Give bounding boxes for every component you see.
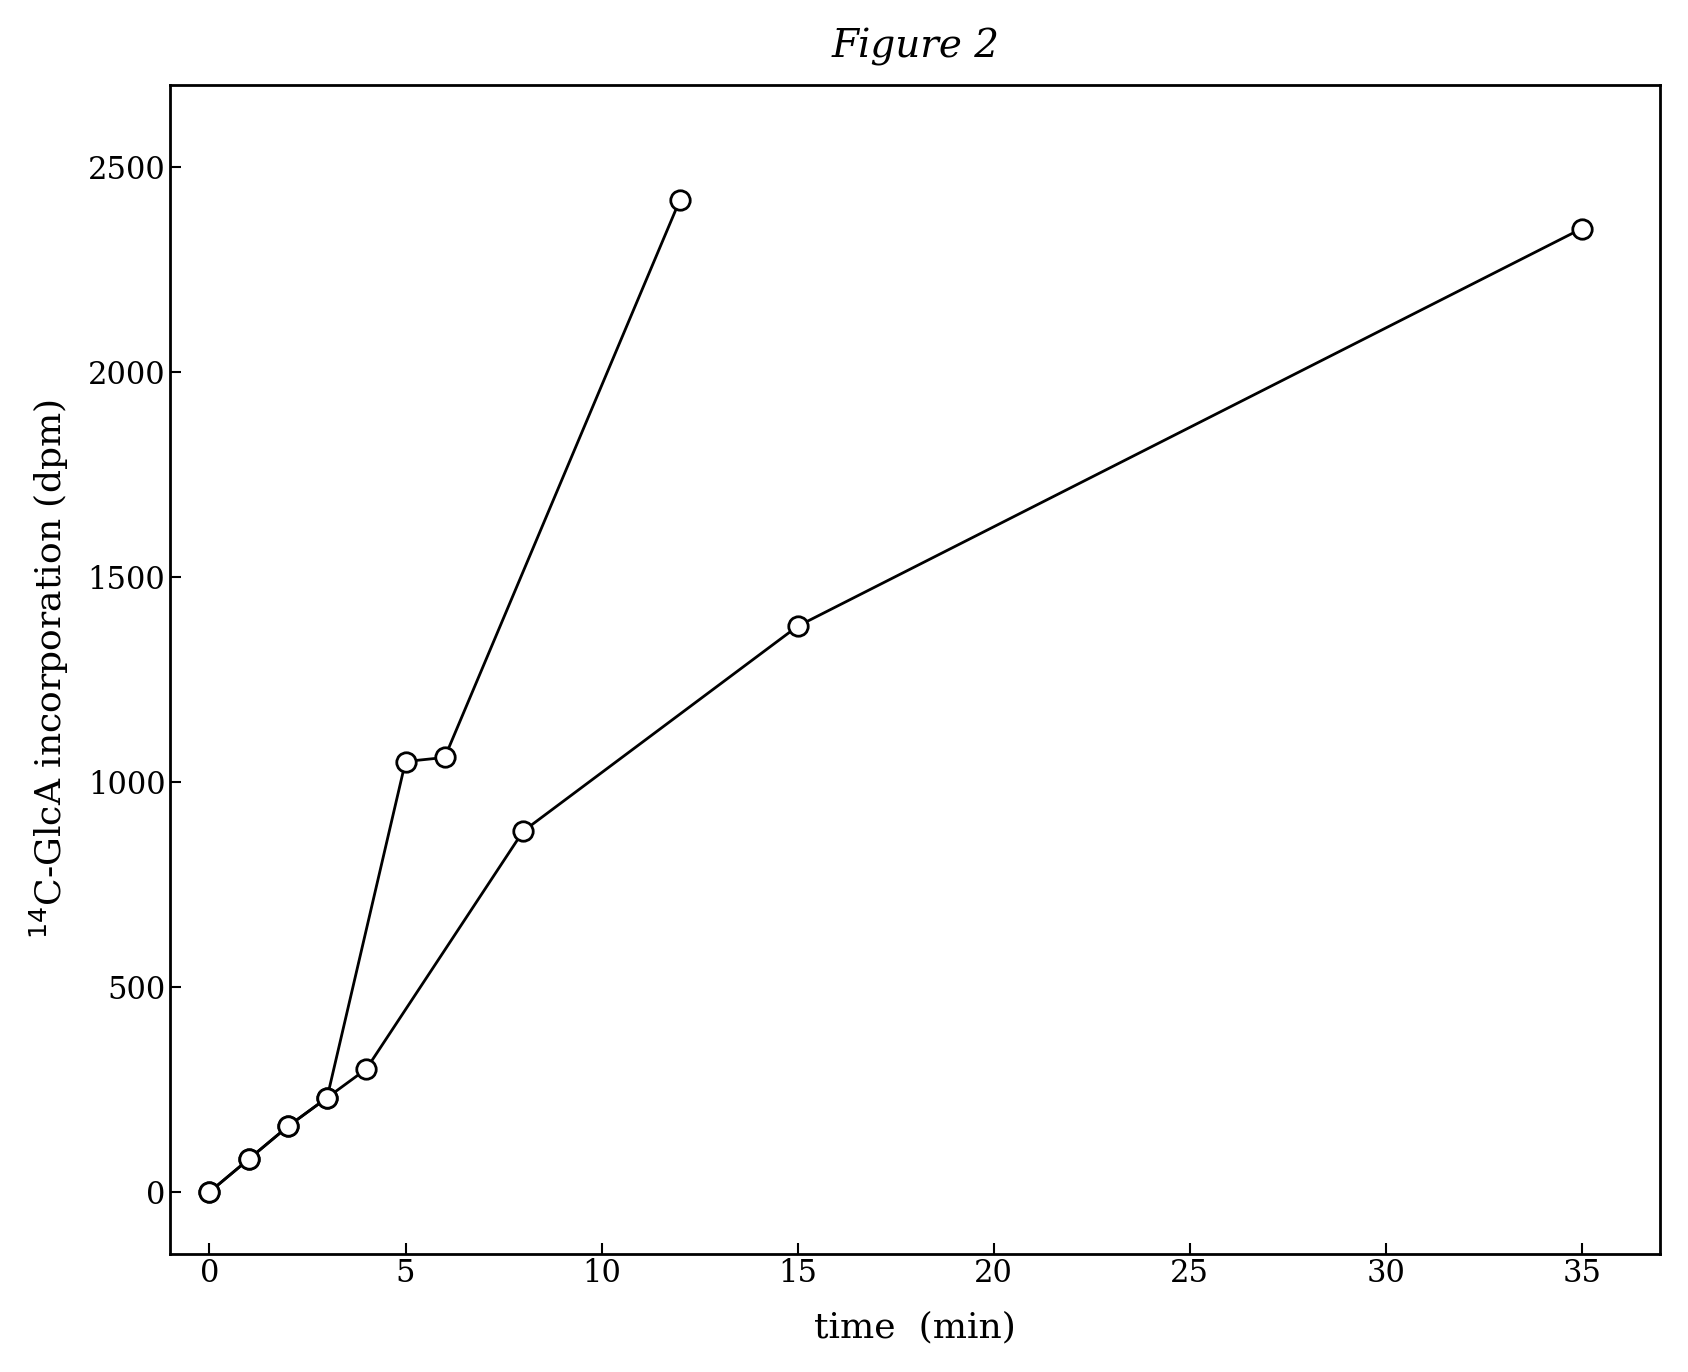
Title: Figure 2: Figure 2 — [830, 27, 999, 66]
X-axis label: time  (min): time (min) — [814, 1310, 1016, 1345]
Y-axis label: $^{14}$C-GlcA incorporation (dpm): $^{14}$C-GlcA incorporation (dpm) — [27, 399, 71, 940]
